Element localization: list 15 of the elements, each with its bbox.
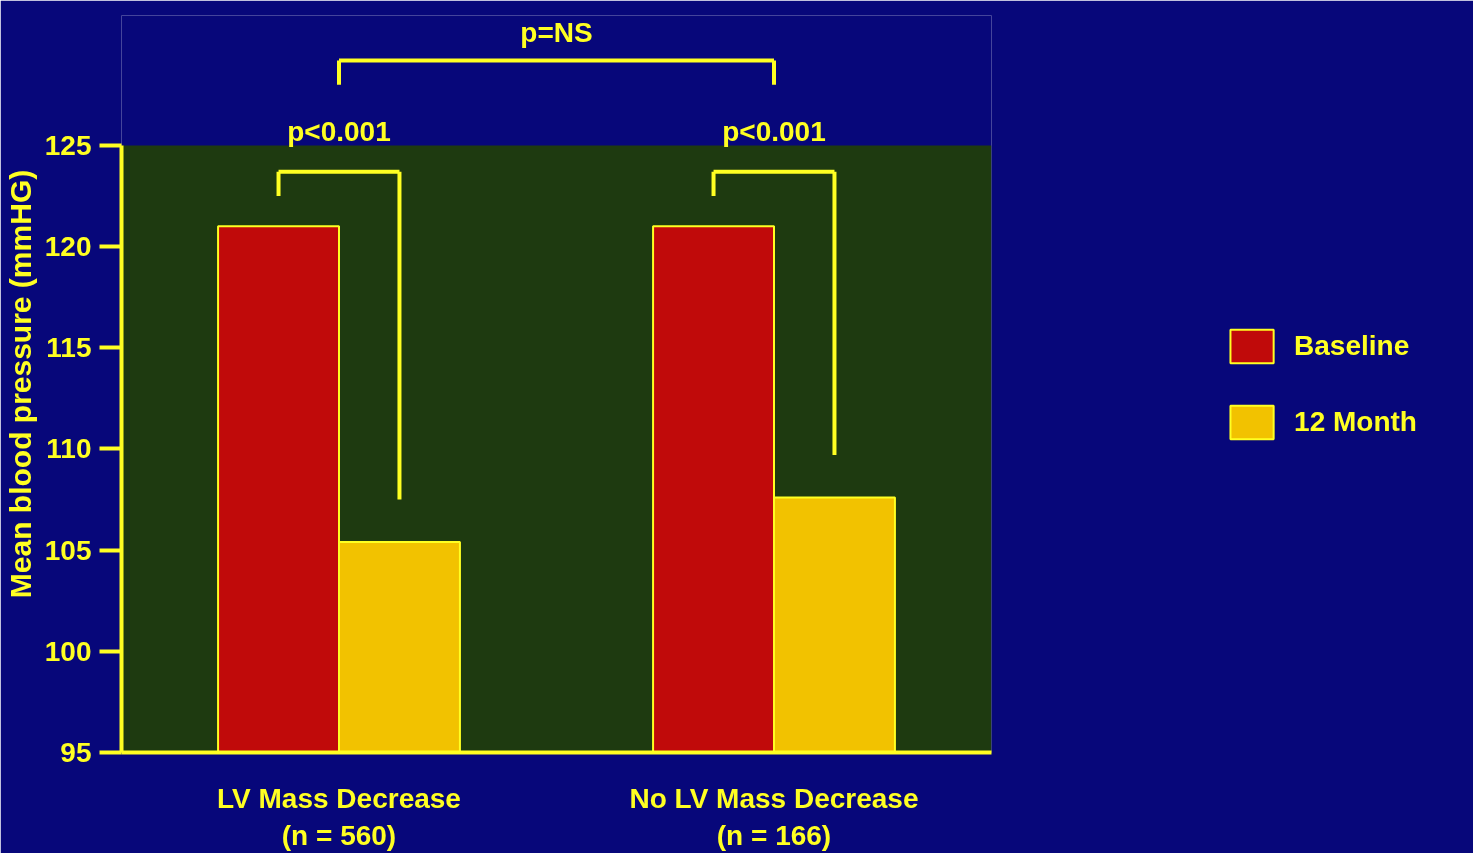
y-tick-label: 105 xyxy=(44,534,92,566)
y-tick-label: 100 xyxy=(44,635,92,667)
y-tick-label: 95 xyxy=(60,737,92,768)
y-axis-title: Mean blood pressure (mmHG) xyxy=(3,169,37,599)
y-tick-label: 125 xyxy=(44,129,92,161)
x-tick-label: No LV Mass Decrease (n = 166) xyxy=(629,782,919,851)
y-tick-label: 115 xyxy=(46,332,92,364)
y-tick-label: 110 xyxy=(46,433,92,465)
legend-label: Baseline xyxy=(1294,329,1410,362)
y-tick-label: 120 xyxy=(44,231,92,263)
annotation: p<0.001 xyxy=(287,116,391,148)
x-tick-label: LV Mass Decrease (n = 560) xyxy=(217,782,461,851)
legend-label: 12 Month xyxy=(1294,405,1417,438)
annotation: p<0.001 xyxy=(722,116,826,148)
text: p=NS xyxy=(520,17,593,49)
